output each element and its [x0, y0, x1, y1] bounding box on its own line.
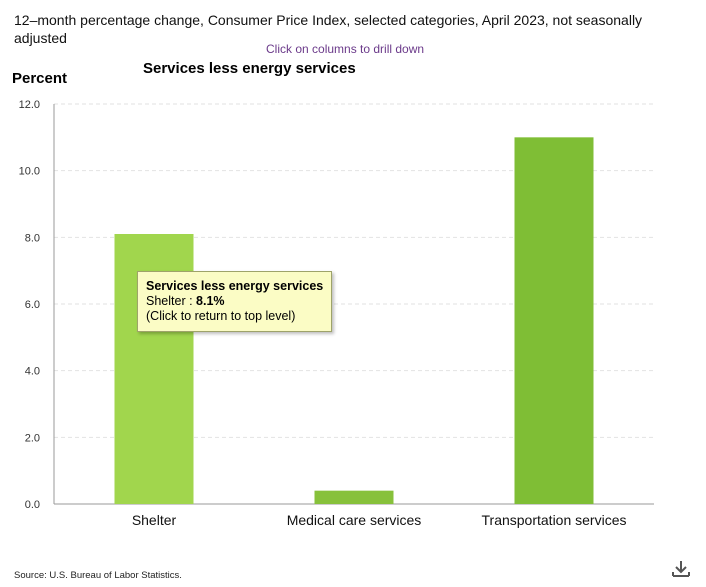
- tooltip-value-line: Shelter : 8.1%: [146, 294, 323, 309]
- y-tick-label: 10.0: [19, 166, 40, 178]
- x-tick-label: Shelter: [132, 512, 177, 528]
- x-tick-label: Medical care services: [287, 512, 422, 528]
- bar-transportation-services[interactable]: [514, 137, 594, 505]
- tooltip-title: Services less energy services: [146, 279, 324, 293]
- bar-medical-care-services[interactable]: [314, 490, 394, 504]
- y-tick-label: 8.0: [25, 232, 40, 244]
- x-tick-label: Transportation services: [482, 512, 627, 528]
- chart-title: Services less energy services: [143, 60, 356, 77]
- tooltip-separator: :: [185, 294, 197, 308]
- y-tick-label: 0.0: [25, 499, 40, 511]
- tooltip-hint: (Click to return to top level): [146, 309, 296, 323]
- download-icon: [672, 561, 690, 577]
- drill-down-hint: Click on columns to drill down: [266, 42, 425, 56]
- tooltip-value: 8.1%: [196, 294, 225, 308]
- y-tick-label: 2.0: [25, 432, 40, 444]
- y-tick-label: 12.0: [19, 99, 40, 111]
- page-title: 12–month percentage change, Consumer Pri…: [14, 12, 643, 46]
- y-axis-label: Percent: [12, 70, 68, 87]
- download-button[interactable]: [670, 558, 692, 580]
- source-note: Source: U.S. Bureau of Labor Statistics.: [14, 570, 182, 581]
- tooltip: Services less energy services Shelter : …: [137, 271, 333, 332]
- y-tick-label: 6.0: [25, 299, 40, 311]
- tooltip-label: Shelter: [146, 294, 186, 308]
- y-tick-label: 4.0: [25, 366, 40, 378]
